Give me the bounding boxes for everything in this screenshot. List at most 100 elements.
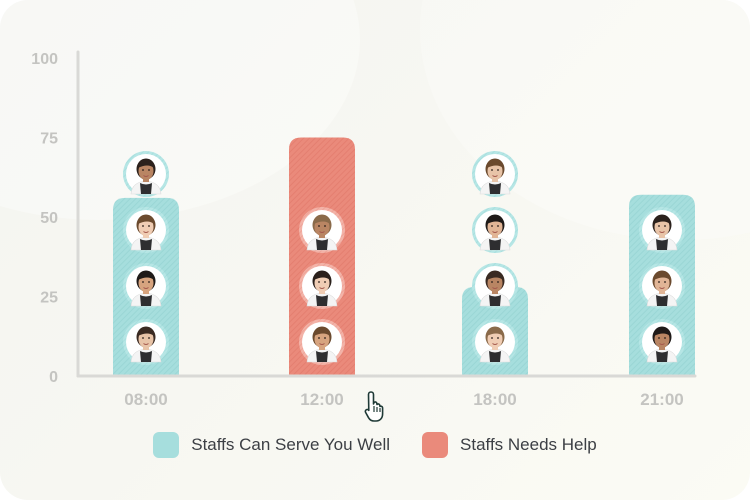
avatar-apron [489, 351, 501, 362]
avatar-eye [664, 281, 666, 283]
avatar-eye [148, 337, 150, 339]
staff-avatar [472, 319, 518, 365]
avatar-mouth [659, 343, 665, 345]
x-tick-label: 12:00 [300, 390, 343, 409]
avatar-mouth [492, 175, 498, 177]
x-tick-label: 21:00 [640, 390, 683, 409]
avatar-apron [316, 295, 328, 306]
x-tick-label: 08:00 [124, 390, 167, 409]
bar [289, 137, 355, 376]
staff-avatars [123, 151, 685, 365]
legend-label: Staffs Can Serve You Well [191, 435, 391, 454]
avatar-eye [318, 281, 320, 283]
y-tick-label: 75 [40, 131, 58, 148]
avatar-apron [140, 183, 152, 194]
avatar-hair-top [138, 271, 154, 280]
avatar-face [487, 162, 503, 180]
avatar-eye [324, 281, 326, 283]
avatar-hair-top [654, 271, 670, 280]
avatar-eye [142, 225, 144, 227]
legend: Staffs Can Serve You Well Staffs Needs H… [0, 432, 750, 458]
avatar-apron [656, 351, 668, 362]
avatar-face [138, 218, 154, 236]
staff-avatar [123, 319, 169, 365]
avatar-eye [318, 337, 320, 339]
avatar-mouth [143, 343, 149, 345]
avatar-eye [497, 169, 499, 171]
avatar-apron [489, 239, 501, 250]
avatar-face [654, 274, 670, 292]
staff-avatar [299, 319, 345, 365]
avatar-mouth [319, 343, 325, 345]
avatar-face [487, 330, 503, 348]
avatar-eye [497, 337, 499, 339]
avatar-eye [497, 225, 499, 227]
y-axis-ticks: 0 25 50 75 100 [31, 51, 58, 386]
legend-swatch [153, 432, 180, 458]
avatar-eye [491, 281, 493, 283]
avatar-mouth [492, 231, 498, 233]
avatar-mouth [143, 175, 149, 177]
avatar-eye [497, 281, 499, 283]
avatar-apron [316, 239, 328, 250]
avatar-hair-top [138, 327, 154, 336]
avatar-hair-top [138, 215, 154, 224]
avatar-mouth [659, 287, 665, 289]
avatar-hair-top [138, 159, 154, 168]
legend-swatch [422, 432, 449, 458]
staff-avatar [639, 207, 685, 253]
avatar-mouth [143, 231, 149, 233]
avatar-eye [318, 225, 320, 227]
y-tick-label: 25 [40, 290, 58, 307]
axes [76, 50, 697, 378]
avatar-hair-top [314, 215, 330, 224]
legend-item-serve-well[interactable]: Staffs Can Serve You Well [153, 432, 390, 458]
avatar-eye [148, 281, 150, 283]
avatar-apron [489, 295, 501, 306]
staff-avatar [299, 263, 345, 309]
avatar-apron [656, 239, 668, 250]
avatar-eye [658, 281, 660, 283]
avatar-face [314, 274, 330, 292]
bars [113, 137, 695, 376]
avatar-hair-top [487, 271, 503, 280]
avatar-mouth [143, 287, 149, 289]
avatar-hair-top [487, 327, 503, 336]
legend-item-needs-help[interactable]: Staffs Needs Help [422, 432, 597, 458]
avatar-eye [491, 169, 493, 171]
avatar-eye [491, 225, 493, 227]
staff-avatar [299, 207, 345, 253]
avatar-mouth [492, 343, 498, 345]
avatar-mouth [492, 287, 498, 289]
avatar-apron [489, 183, 501, 194]
avatar-face [314, 330, 330, 348]
staff-avatar [639, 319, 685, 365]
hand-pointer-icon [364, 391, 384, 422]
avatar-eye [658, 337, 660, 339]
avatar-face [138, 330, 154, 348]
avatar-eye [142, 169, 144, 171]
avatar-face [487, 274, 503, 292]
avatar-hair-top [487, 159, 503, 168]
avatar-apron [656, 295, 668, 306]
avatar-apron [140, 351, 152, 362]
avatar-face [654, 330, 670, 348]
avatar-face [654, 218, 670, 236]
avatar-mouth [319, 231, 325, 233]
avatar-hair-top [654, 327, 670, 336]
avatar-eye [658, 225, 660, 227]
avatar-hair-top [487, 215, 503, 224]
avatar-apron [140, 239, 152, 250]
avatar-face [487, 218, 503, 236]
avatar-eye [148, 169, 150, 171]
avatar-apron [140, 295, 152, 306]
avatar-eye [148, 225, 150, 227]
avatar-eye [142, 337, 144, 339]
avatar-eye [324, 337, 326, 339]
avatar-eye [142, 281, 144, 283]
y-tick-label: 100 [31, 51, 58, 68]
avatar-face [138, 162, 154, 180]
x-axis-ticks: 08:00 12:00 18:00 21:00 [124, 390, 683, 409]
